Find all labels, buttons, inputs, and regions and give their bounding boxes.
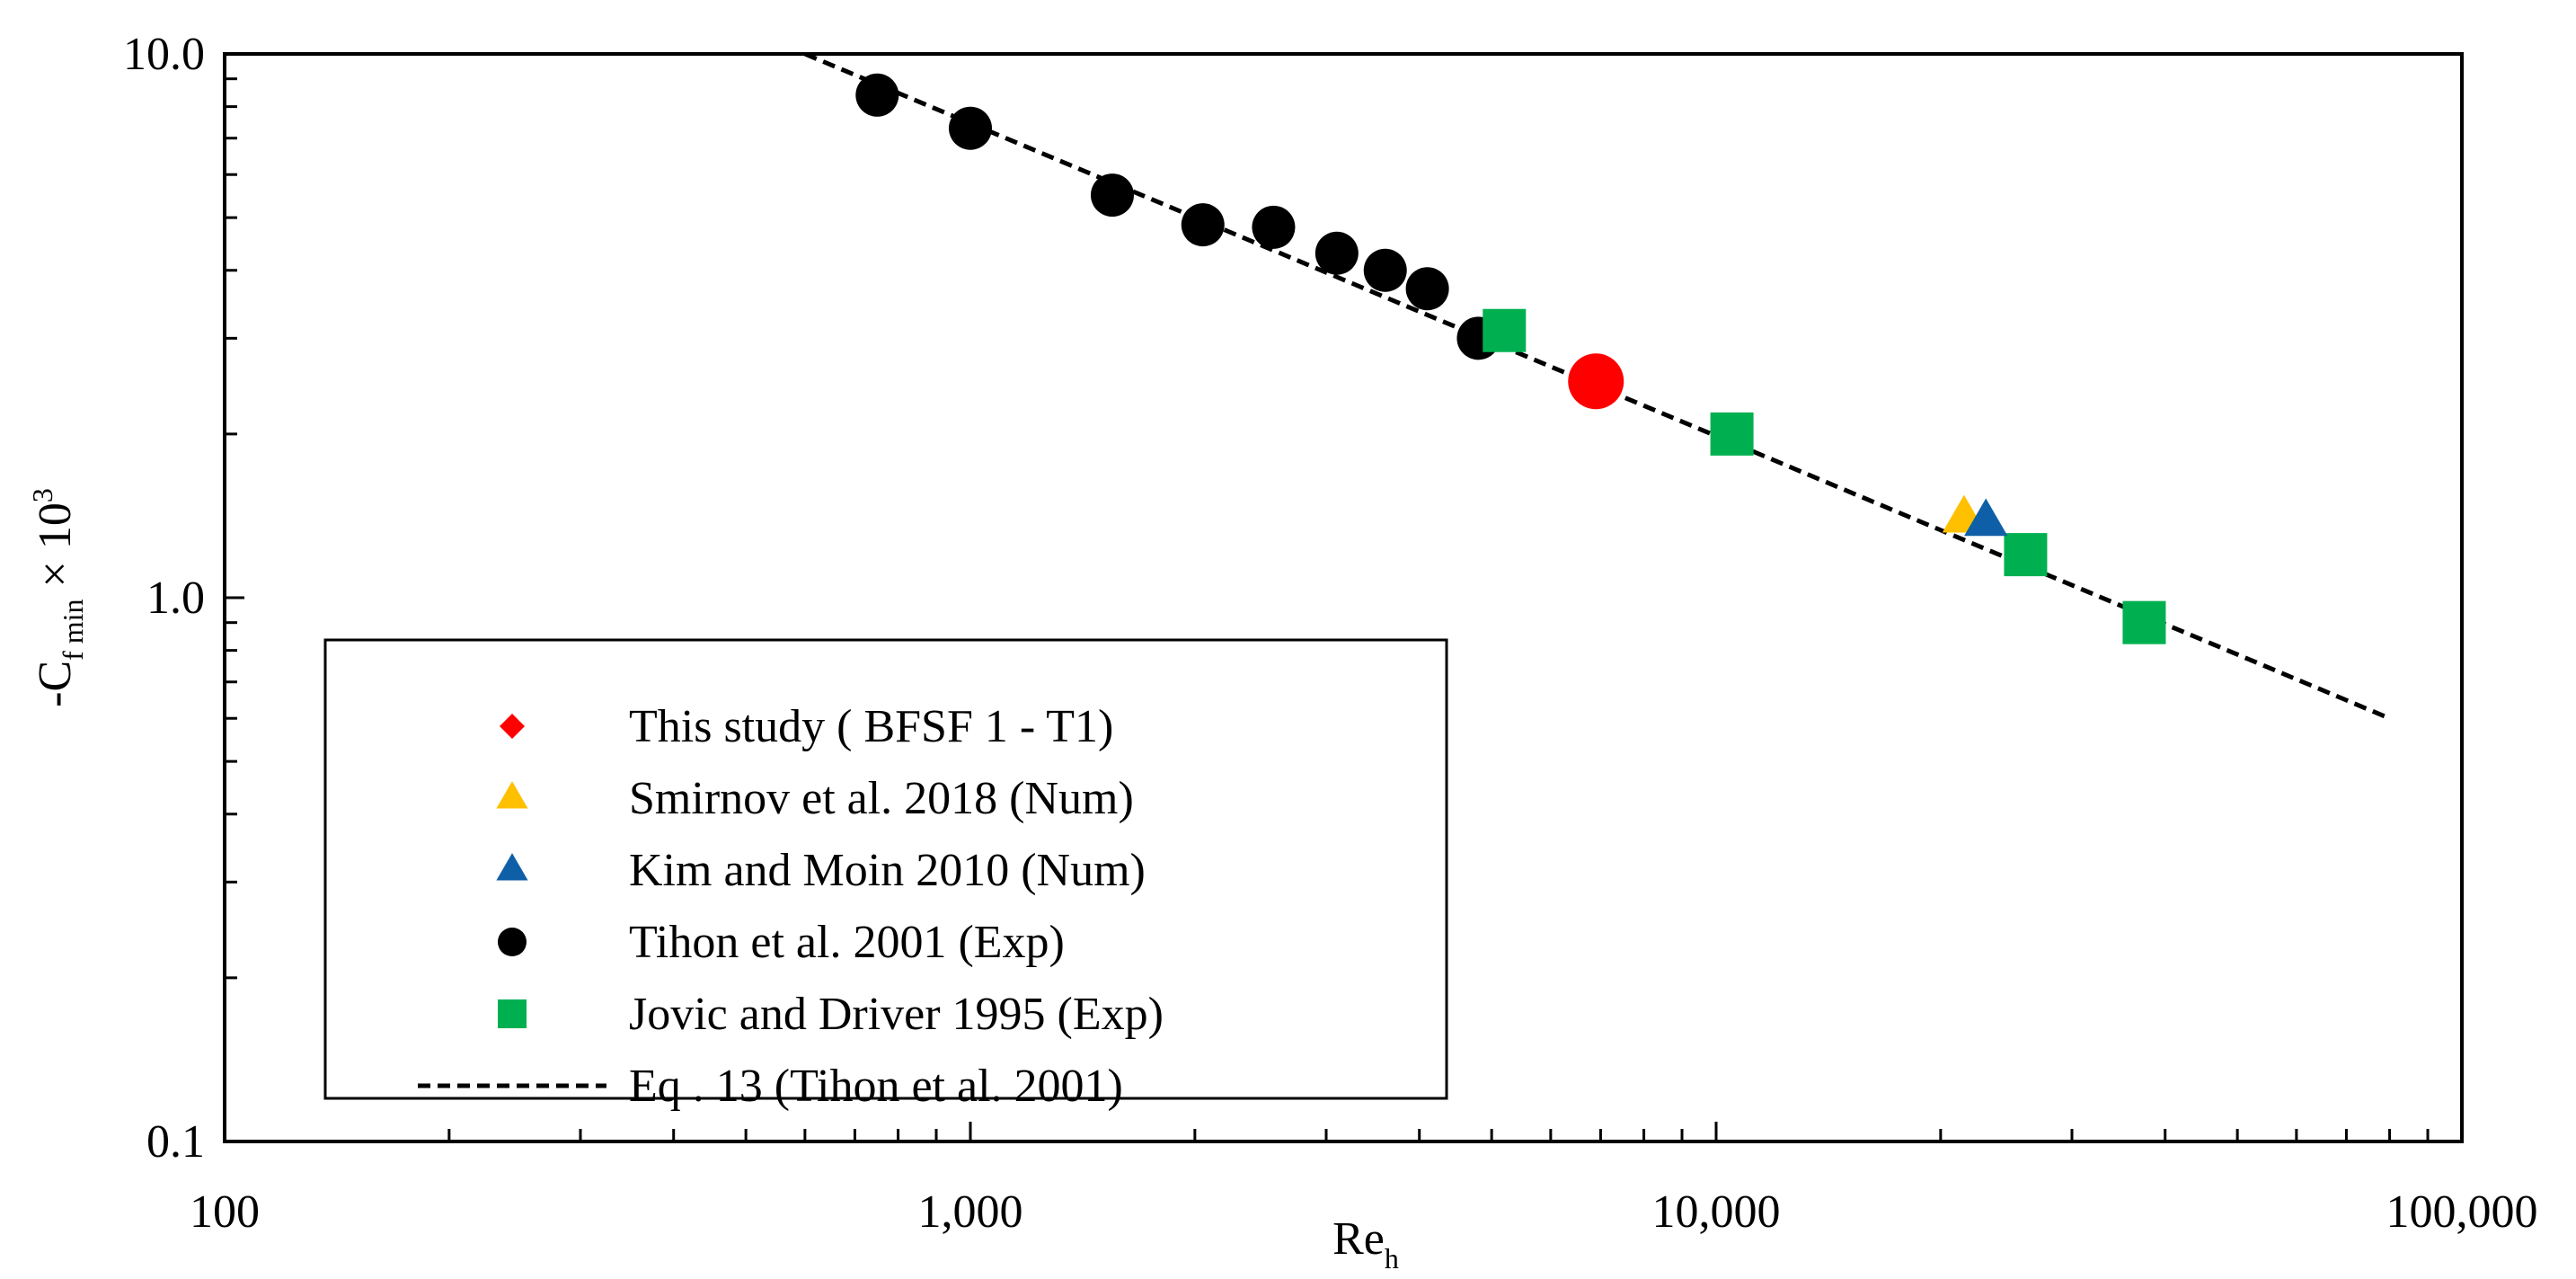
x-axis-title: Reh [1332,1213,1399,1275]
legend-label: Tihon et al. 2001 (Exp) [629,917,1065,968]
data-point [1483,308,1527,352]
legend-label: This study ( BFSF 1 - T1) [629,701,1113,752]
data-point [949,106,992,150]
y-axis-title-times: × 10 [30,502,81,599]
x-axis-title-sub: h [1385,1242,1399,1275]
x-tick-label: 100,000 [2386,1186,2538,1238]
data-point [1405,267,1449,311]
legend-swatch [498,999,527,1028]
data-point [1252,205,1296,249]
x-tick-label: 1,000 [918,1186,1023,1238]
legend-items: This study ( BFSF 1 - T1) Smirnov et al. … [418,701,1164,1112]
data-point [2122,600,2166,644]
legend-label: Kim and Moin 2010 (Num) [629,845,1146,896]
ticks-layer [223,77,2430,1143]
x-tick-label: 100 [190,1186,260,1238]
legend: This study ( BFSF 1 - T1) Smirnov et al. … [323,638,1448,1112]
tick-labels-layer: 100 1,000 10,000 100,000 0.1 1.0 10.0 [123,29,2538,1238]
legend-swatch [498,928,527,956]
data-points-layer [855,73,2166,644]
data-point [855,73,899,117]
legend-label: Jovic and Driver 1995 (Exp) [629,989,1164,1040]
x-axis-title-main: Re [1332,1213,1385,1265]
legend-swatch [500,714,525,739]
data-point [1090,173,1134,218]
y-tick-label: 10.0 [123,29,205,80]
data-point [1363,248,1407,292]
y-axis-title-sup: 3 [26,488,58,502]
data-point [1964,498,2008,537]
y-axis-title: -Cf min × 103 [26,488,89,707]
data-point [1315,231,1359,275]
x-tick-label: 10,000 [1652,1186,1781,1238]
legend-label: Smirnov et al. 2018 (Num) [629,773,1134,824]
data-point [2004,533,2048,577]
y-axis-title-prefix: -C [30,661,81,707]
data-point [1710,412,1754,456]
y-tick-label: 1.0 [146,573,205,624]
y-axis-title-sub: f min [57,599,89,660]
legend-label: Eq . 13 (Tihon et al. 2001) [629,1061,1123,1112]
legend-swatch [496,781,528,809]
y-tick-label: 0.1 [146,1116,205,1168]
legend-swatch [496,853,528,881]
plot-area-frame [223,52,2464,1143]
data-point [1181,203,1225,247]
data-point [1568,353,1624,410]
